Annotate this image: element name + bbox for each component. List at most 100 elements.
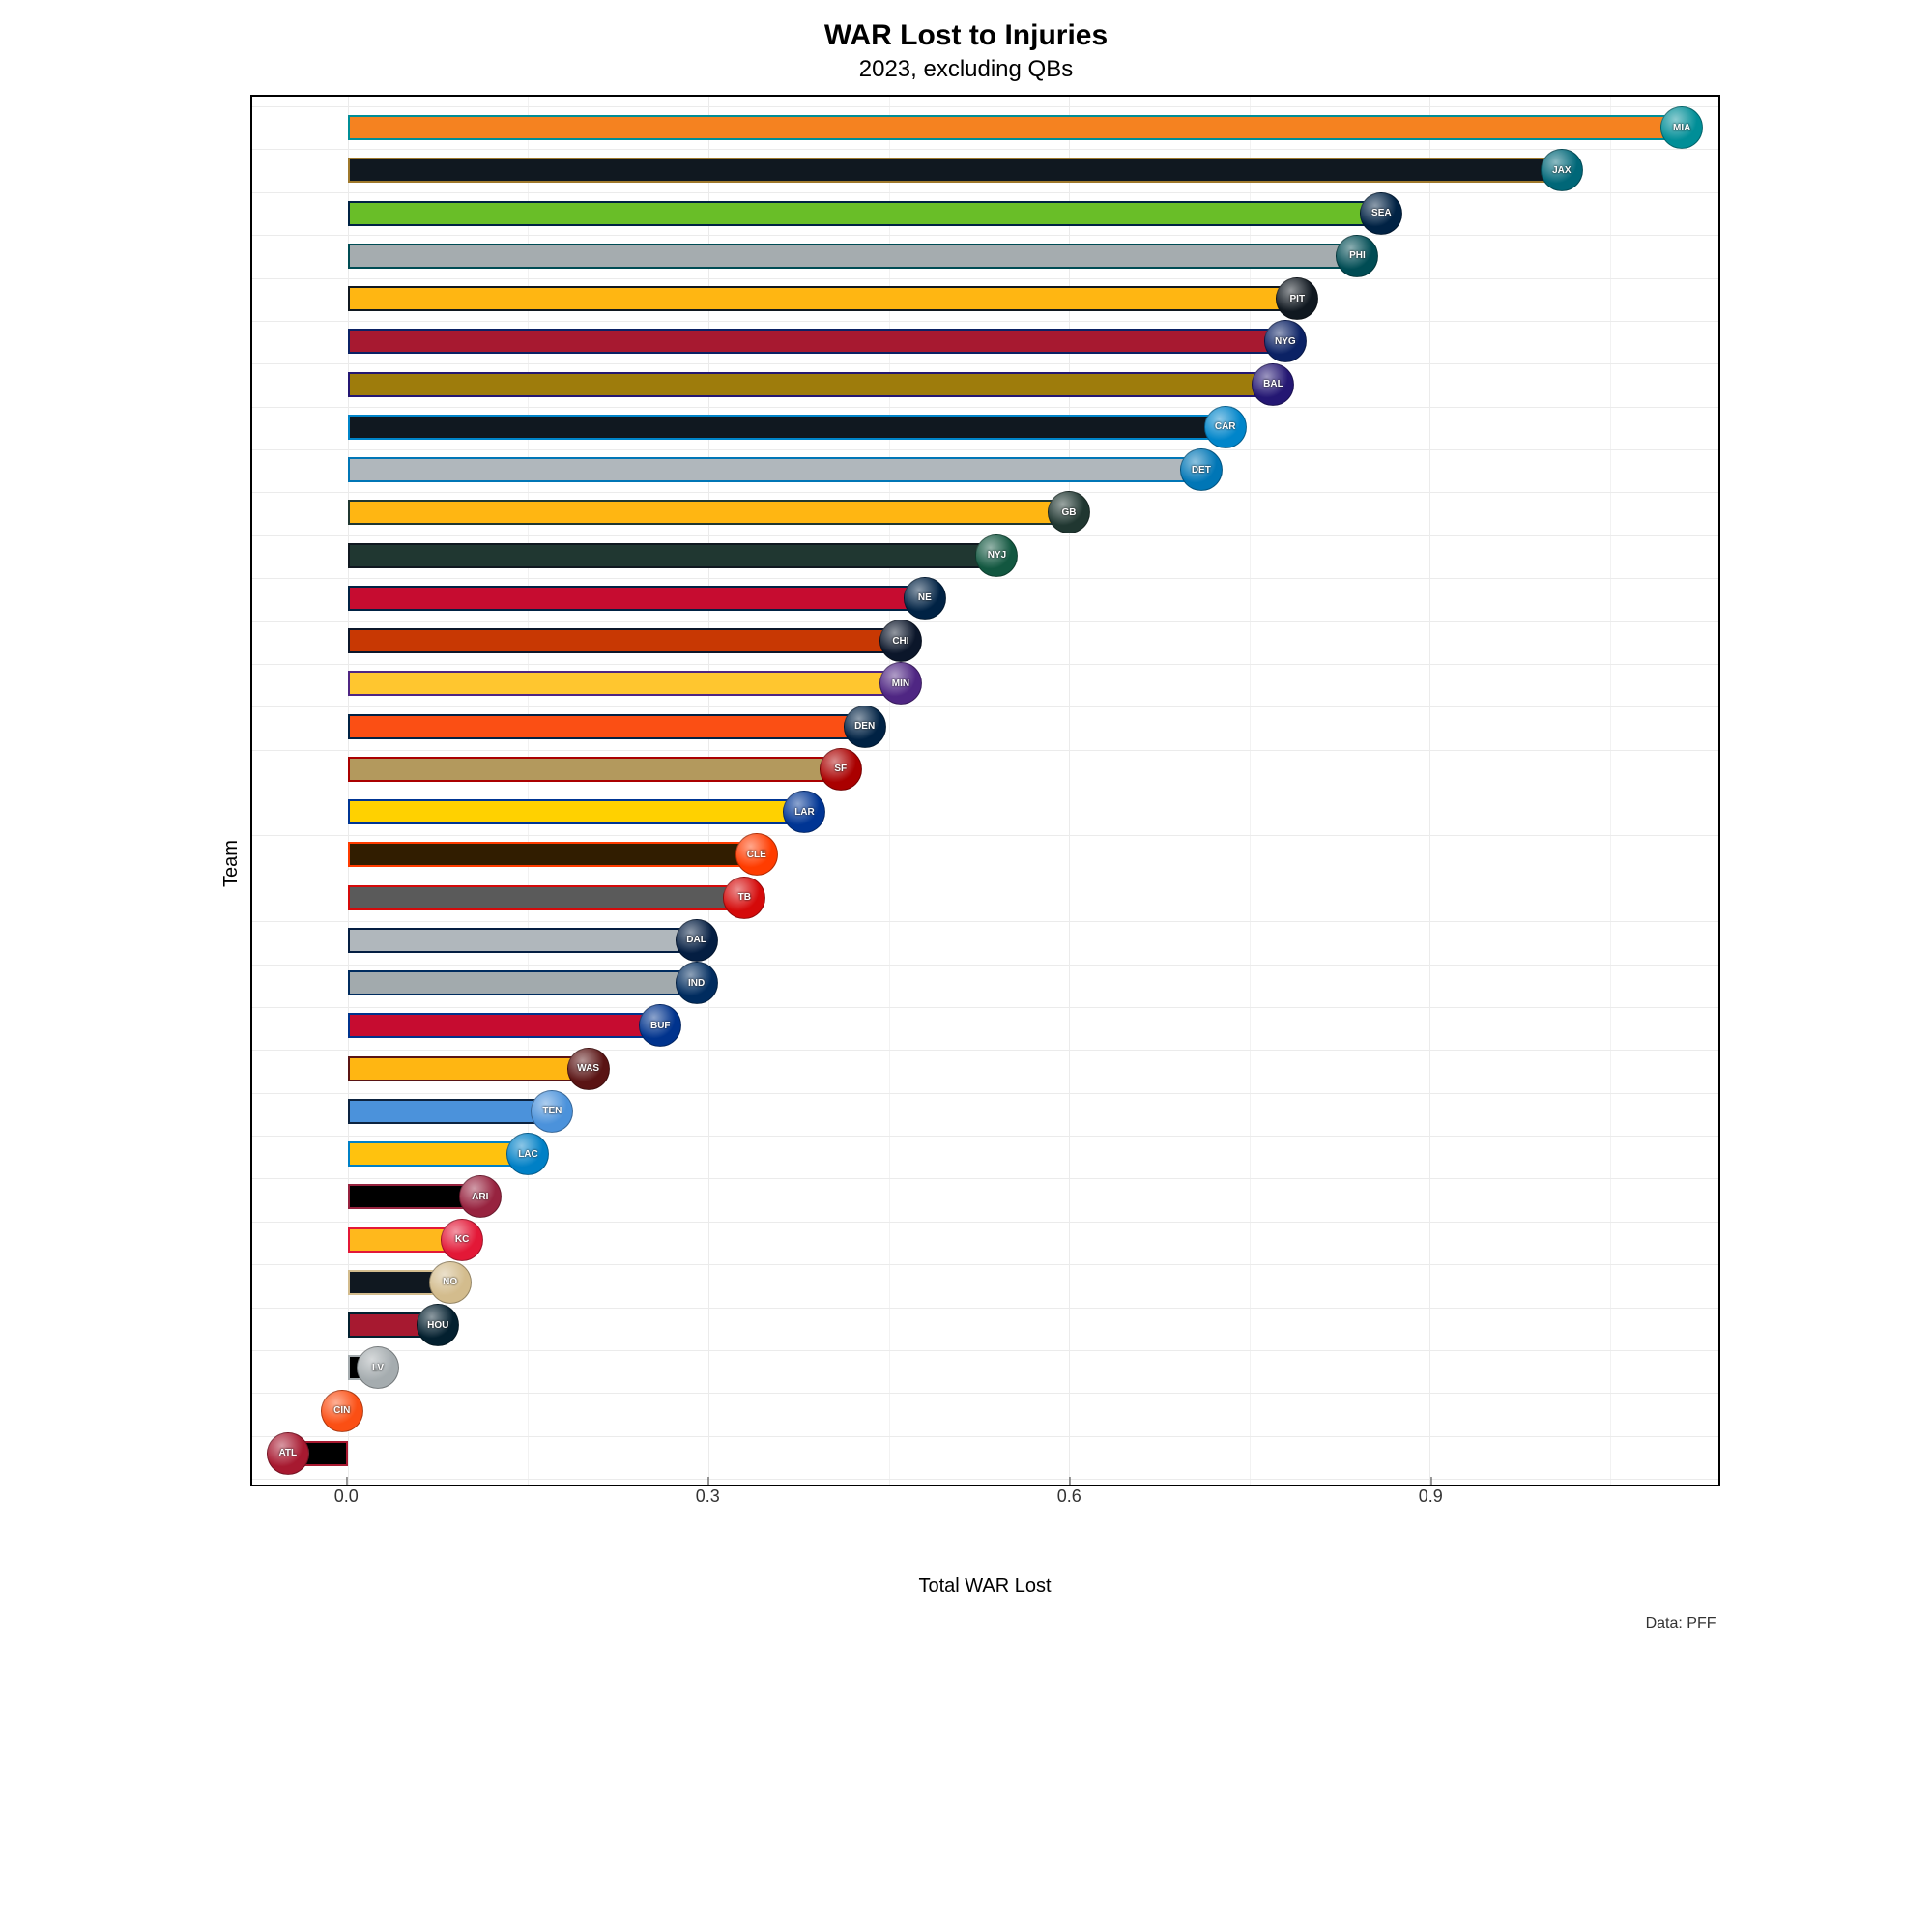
bar xyxy=(348,372,1273,397)
bar-row: CLE xyxy=(252,833,1718,876)
bar xyxy=(348,500,1069,525)
chart-container: WAR Lost to Injuries 2023, excluding QBs… xyxy=(213,19,1720,1632)
bar-row: ATL xyxy=(252,1432,1718,1475)
bar xyxy=(348,928,697,953)
chart-body: Team MIAJAXSEAPHIPITNYGBALCARDETGBNYJNEC… xyxy=(213,95,1720,1632)
bar-row: NYG xyxy=(252,320,1718,362)
bar xyxy=(348,244,1357,269)
team-logo-icon: CIN xyxy=(321,1390,363,1432)
team-logo-icon: IND xyxy=(676,962,718,1004)
team-logo-icon: ATL xyxy=(267,1432,309,1475)
bar-row: JAX xyxy=(252,149,1718,191)
team-logo-icon: NYJ xyxy=(975,534,1018,577)
bar-row: SF xyxy=(252,748,1718,791)
bar xyxy=(348,757,841,782)
bar-row: GB xyxy=(252,491,1718,533)
bar xyxy=(348,970,697,995)
x-tick: 0.9 xyxy=(1419,1486,1443,1507)
bar xyxy=(348,115,1682,140)
bar xyxy=(348,885,744,910)
bar-row: IND xyxy=(252,962,1718,1004)
bar-row: MIA xyxy=(252,106,1718,149)
team-logo-icon: CAR xyxy=(1204,406,1247,448)
bar-row: PHI xyxy=(252,235,1718,277)
team-logo-icon: PIT xyxy=(1276,277,1318,320)
x-tick: 0.0 xyxy=(334,1486,359,1507)
y-axis-label: Team xyxy=(213,95,250,1632)
bar-row: DET xyxy=(252,448,1718,491)
bar-row: HOU xyxy=(252,1304,1718,1346)
team-logo-icon: GB xyxy=(1048,491,1090,533)
bar-row: CAR xyxy=(252,406,1718,448)
team-logo-icon: NYG xyxy=(1264,320,1307,362)
bar-row: CHI xyxy=(252,620,1718,662)
bars-group: MIA JAX SEAPHI PITNYGBALCARDET GB NYJ NECHIMIN… xyxy=(252,97,1718,1485)
chart-caption: Data: PFF xyxy=(250,1615,1720,1632)
team-logo-icon: CLE xyxy=(735,833,778,876)
team-logo-icon: BAL xyxy=(1252,363,1294,406)
chart-title: WAR Lost to Injuries xyxy=(213,19,1720,52)
team-logo-icon: LV xyxy=(357,1346,399,1389)
x-axis-label: Total WAR Lost xyxy=(250,1575,1720,1598)
x-tick: 0.3 xyxy=(696,1486,720,1507)
team-logo-icon: MIN xyxy=(879,662,922,705)
bar xyxy=(348,842,757,867)
team-logo-icon: CHI xyxy=(879,620,922,662)
bar-row: TB xyxy=(252,877,1718,919)
bar-row: ARI xyxy=(252,1175,1718,1218)
bar-row: DEN xyxy=(252,706,1718,748)
bar xyxy=(348,799,805,824)
bar-row: SEA xyxy=(252,192,1718,235)
team-logo-icon: SEA xyxy=(1360,192,1402,235)
bar xyxy=(348,415,1226,440)
bar-row: NO xyxy=(252,1261,1718,1304)
team-logo-icon: WAS xyxy=(567,1048,610,1090)
x-axis: 0.0 0.3 0.6 0.9 xyxy=(250,1486,1720,1541)
bar-row: NYJ xyxy=(252,534,1718,577)
bar xyxy=(348,1013,660,1038)
bar-row: LAC xyxy=(252,1133,1718,1175)
bar xyxy=(348,714,865,739)
team-logo-icon: SF xyxy=(820,748,862,791)
team-logo-icon: NE xyxy=(904,577,946,620)
bar-row: BAL xyxy=(252,363,1718,406)
bar-row: TEN xyxy=(252,1090,1718,1133)
bar xyxy=(348,586,925,611)
bar xyxy=(348,286,1297,311)
bar xyxy=(348,201,1381,226)
bar xyxy=(348,671,901,696)
bar-row: BUF xyxy=(252,1004,1718,1047)
team-logo-icon: PHI xyxy=(1336,235,1378,277)
bar-row: PIT xyxy=(252,277,1718,320)
team-logo-icon: DEN xyxy=(844,706,886,748)
bar-row: WAS xyxy=(252,1048,1718,1090)
x-tick: 0.6 xyxy=(1057,1486,1081,1507)
team-logo-icon: LAC xyxy=(506,1133,549,1175)
team-logo-icon: LAR xyxy=(783,791,825,833)
plot-area: MIA JAX SEAPHI PITNYGBALCARDET GB NYJ NECHIMIN… xyxy=(250,95,1720,1486)
bar xyxy=(348,628,901,653)
bar xyxy=(348,329,1285,354)
team-logo-icon: BUF xyxy=(639,1004,681,1047)
team-logo-icon: DET xyxy=(1180,448,1223,491)
bar-row: MIN xyxy=(252,662,1718,705)
team-logo-icon: NO xyxy=(429,1261,472,1304)
bar xyxy=(348,1141,529,1167)
team-logo-icon: ARI xyxy=(459,1175,502,1218)
team-logo-icon: TEN xyxy=(531,1090,573,1133)
team-logo-icon: TB xyxy=(723,877,765,919)
team-logo-icon: DAL xyxy=(676,919,718,962)
bar xyxy=(348,543,996,568)
bar xyxy=(348,457,1201,482)
team-logo-icon: JAX xyxy=(1541,149,1583,191)
bar xyxy=(348,1099,552,1124)
bar xyxy=(348,158,1562,183)
team-logo-icon: MIA xyxy=(1660,106,1703,149)
bar-row: LV xyxy=(252,1346,1718,1389)
bar-row: KC xyxy=(252,1219,1718,1261)
bar-row: DAL xyxy=(252,919,1718,962)
bar-row: NE xyxy=(252,577,1718,620)
chart-subtitle: 2023, excluding QBs xyxy=(213,56,1720,83)
team-logo-icon: HOU xyxy=(417,1304,459,1346)
bar-row: CIN xyxy=(252,1390,1718,1432)
